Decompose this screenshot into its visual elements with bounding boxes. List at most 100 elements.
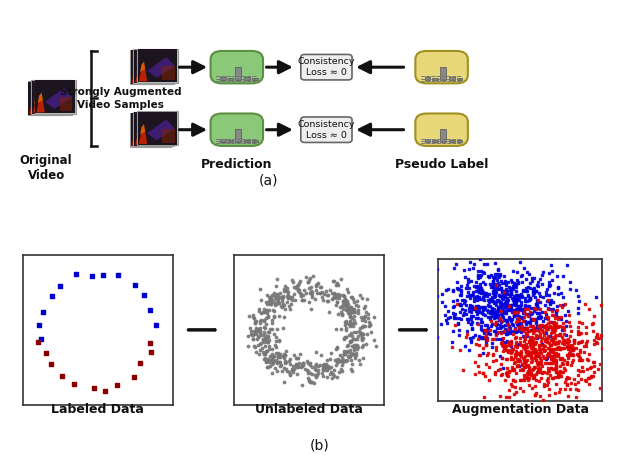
Point [305, 361, 316, 369]
Point [546, 359, 556, 367]
Point [482, 307, 492, 314]
Point [469, 370, 479, 378]
Point [507, 320, 517, 328]
Point [555, 363, 565, 370]
Point [537, 271, 547, 278]
Point [493, 306, 503, 313]
Point [500, 316, 510, 323]
Point [511, 291, 521, 298]
Point [531, 347, 541, 354]
Point [302, 369, 312, 376]
Point [569, 376, 579, 383]
Point [563, 345, 573, 352]
Point [451, 278, 461, 286]
Point [490, 310, 500, 317]
Point [346, 350, 356, 357]
Point [351, 336, 362, 343]
Point [332, 344, 342, 351]
Point [548, 356, 559, 363]
Point [343, 310, 353, 317]
Point [499, 290, 509, 298]
Point [573, 366, 583, 374]
Point [255, 327, 266, 334]
Point [342, 301, 353, 308]
Point [512, 349, 522, 357]
Point [356, 332, 366, 339]
Point [528, 339, 538, 347]
Point [527, 336, 537, 344]
Point [336, 275, 346, 283]
Point [248, 332, 259, 339]
Point [443, 314, 453, 322]
Point [538, 318, 548, 325]
Point [531, 376, 541, 383]
Point [477, 279, 488, 286]
Point [252, 349, 262, 356]
Point [346, 303, 356, 311]
Point [243, 333, 253, 340]
Point [472, 308, 483, 315]
Point [349, 316, 359, 324]
Point [509, 301, 520, 308]
Point [332, 298, 342, 306]
Point [580, 343, 591, 350]
Point [505, 324, 515, 332]
Bar [457, 78, 463, 80]
Point [504, 305, 514, 313]
Point [506, 290, 516, 298]
Point [478, 311, 488, 318]
Point [250, 319, 260, 326]
Point [502, 306, 512, 313]
Point [333, 359, 344, 366]
Point [369, 313, 380, 321]
Point [484, 273, 494, 281]
Point [569, 339, 579, 347]
Point [537, 334, 547, 341]
Point [502, 369, 512, 376]
Point [491, 309, 501, 316]
Point [582, 365, 593, 372]
Point [515, 325, 525, 333]
Point [543, 315, 553, 323]
Point [362, 330, 372, 338]
Point [508, 297, 518, 304]
Point [497, 295, 507, 302]
Point [532, 296, 542, 303]
Point [344, 307, 354, 314]
Point [483, 313, 493, 321]
Point [493, 329, 503, 336]
Point [282, 359, 292, 366]
Point [573, 318, 584, 326]
Point [250, 327, 260, 334]
Point [525, 339, 535, 346]
Point [346, 332, 356, 339]
Point [264, 358, 275, 365]
Point [505, 342, 515, 349]
Point [542, 339, 552, 346]
Point [450, 311, 460, 318]
Point [518, 308, 529, 316]
Point [342, 304, 353, 311]
Point [540, 343, 550, 350]
Point [470, 332, 480, 339]
Point [560, 379, 570, 386]
Point [282, 288, 292, 295]
Point [303, 359, 314, 366]
Point [528, 344, 538, 351]
Point [515, 303, 525, 310]
Point [596, 331, 606, 339]
Point [502, 288, 512, 295]
Point [523, 361, 533, 369]
Point [541, 355, 551, 362]
Point [519, 344, 529, 351]
Point [518, 376, 529, 384]
Point [580, 324, 591, 331]
Point [531, 369, 541, 376]
Point [551, 349, 561, 356]
Point [313, 370, 323, 377]
Polygon shape [132, 133, 140, 146]
Point [425, 319, 435, 326]
Point [491, 356, 501, 364]
Point [436, 320, 447, 328]
Point [549, 325, 559, 333]
